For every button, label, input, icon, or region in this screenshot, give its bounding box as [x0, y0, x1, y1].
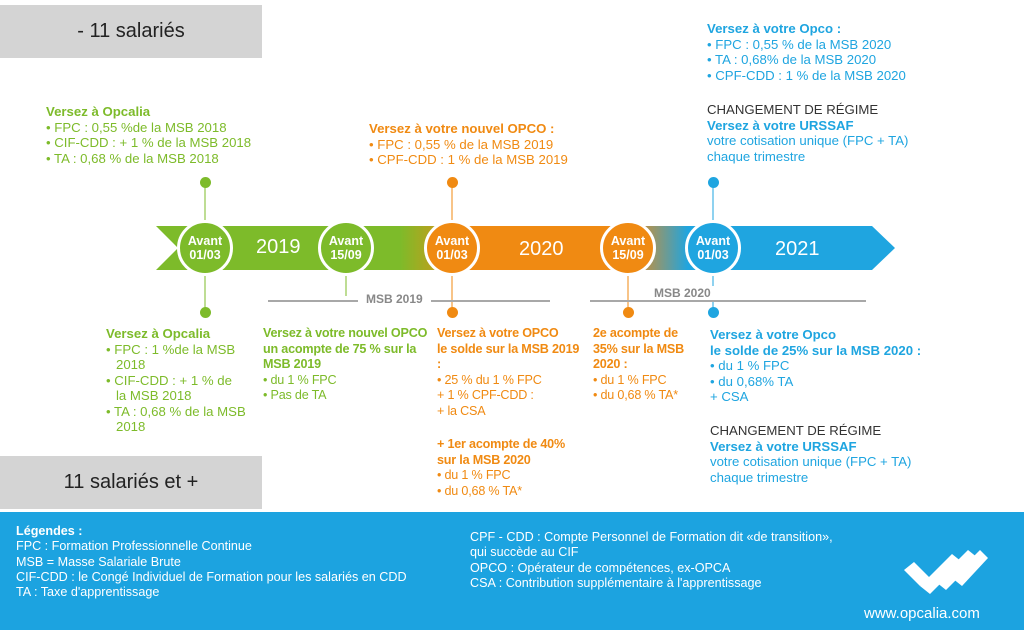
- milestone-2: Avant 15/09: [318, 220, 374, 276]
- header-small-companies: - 11 salariés: [0, 5, 262, 58]
- bottom-green-block: Versez à Opcalia • FPC : 1 %de la MSB 20…: [106, 326, 266, 435]
- bottom-orange1-block: Versez à votre OPCO le solde sur la MSB …: [437, 326, 580, 418]
- top-green-block: Versez à Opcalia • FPC : 0,55 %de la MSB…: [46, 104, 286, 166]
- bottom-blue-block: Versez à votre Opco le solde de 25% sur …: [710, 327, 922, 404]
- connector-dot-blue-bottom: [708, 307, 719, 318]
- milestone-5: Avant 01/03: [685, 220, 741, 276]
- msb-2020-label: MSB 2020: [646, 286, 719, 300]
- legend-panel: Légendes : FPC : Formation Professionnel…: [0, 512, 1024, 630]
- milestone-3: Avant 01/03: [424, 220, 480, 276]
- opcalia-logo: [904, 550, 988, 594]
- connector-dot-green-bottom: [200, 307, 211, 318]
- connector-dot-orange-bottom-1: [447, 307, 458, 318]
- bottom-orange1-extra-block: + 1er acompte de 40% sur la MSB 2020 • d…: [437, 437, 565, 498]
- header-large-label: 11 salariés et +: [63, 471, 199, 493]
- top-orange-block: Versez à votre nouvel OPCO : • FPC : 0,5…: [369, 121, 609, 168]
- connector-dot-green-top: [200, 177, 211, 188]
- year-2020: 2020: [519, 238, 564, 260]
- bottom-green-title: Versez à Opcalia: [106, 326, 211, 341]
- msb-2019-label: MSB 2019: [358, 292, 431, 306]
- top-urssaf-title: Versez à votre URSSAF: [707, 117, 854, 133]
- msb-2020-bar: [590, 300, 866, 302]
- legend-title: Légendes :: [16, 524, 83, 538]
- top-blue-block: Versez à votre Opco : • FPC : 0,55 % de …: [707, 21, 947, 83]
- connector-dot-orange-bottom-2: [623, 307, 634, 318]
- legend-left: Légendes : FPC : Formation Professionnel…: [16, 524, 456, 600]
- connector-dot-orange-top: [447, 177, 458, 188]
- top-regime-title: CHANGEMENT DE RÉGIME: [707, 102, 879, 117]
- bottom-urssaf-title: Versez à votre URSSAF: [710, 438, 857, 454]
- legend-right: CPF - CDD : Compte Personnel de Formatio…: [470, 530, 833, 590]
- year-2019: 2019: [256, 236, 301, 258]
- top-orange-title: Versez à votre nouvel OPCO :: [369, 121, 555, 136]
- milestone-1: Avant 01/03: [177, 220, 233, 276]
- bottom-orange2-block: 2e acompte de 35% sur la MSB 2020 : • du…: [593, 326, 684, 402]
- header-small-label: - 11 salariés: [77, 20, 185, 42]
- top-regime-block: CHANGEMENT DE RÉGIME Versez à votre URSS…: [707, 102, 967, 164]
- header-large-companies: 11 salariés et +: [0, 456, 262, 509]
- top-blue-title: Versez à votre Opco :: [707, 21, 842, 36]
- milestone-4: Avant 15/09: [600, 220, 656, 276]
- top-green-title: Versez à Opcalia: [46, 104, 151, 119]
- bottom-regime-block: CHANGEMENT DE RÉGIME Versez à votre URSS…: [710, 423, 970, 485]
- connector-dot-blue-top: [708, 177, 719, 188]
- website-link[interactable]: www.opcalia.com: [864, 605, 980, 622]
- year-2021: 2021: [775, 238, 820, 260]
- bottom-regime-title: CHANGEMENT DE RÉGIME: [710, 423, 882, 438]
- bottom-green2-block: Versez à votre nouvel OPCO un acompte de…: [263, 326, 428, 402]
